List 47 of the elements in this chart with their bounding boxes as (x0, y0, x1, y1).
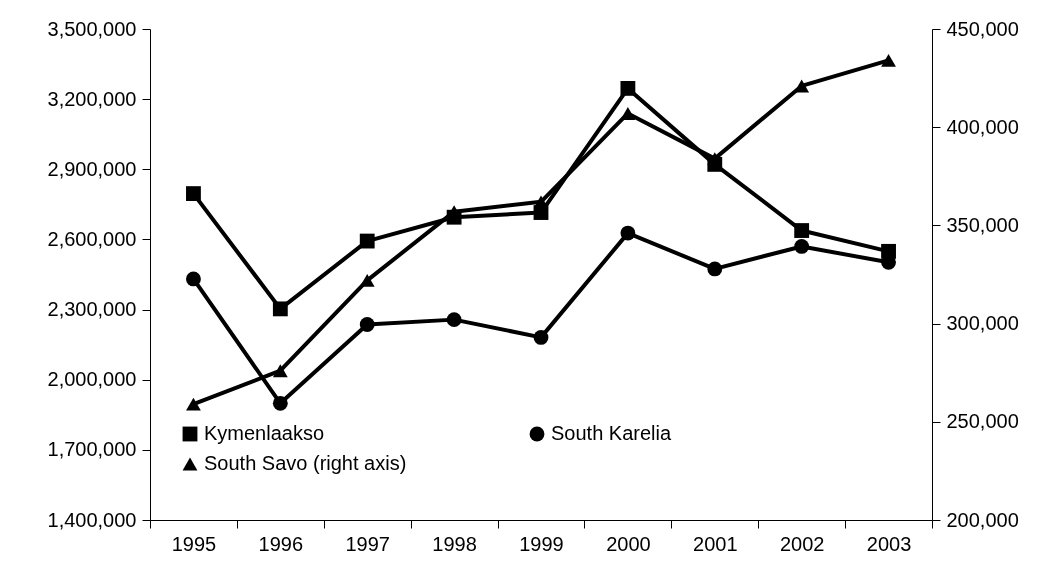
y-tick-label: 1,700,000 (47, 438, 137, 461)
legend-label: South Karelia (551, 422, 672, 444)
point (186, 271, 201, 287)
x-tick-label: 1995 (171, 532, 217, 555)
point (272, 301, 288, 317)
point (794, 223, 810, 238)
point (272, 364, 288, 378)
x-tick-label: 1996 (258, 532, 304, 555)
x-tick-label: 2001 (693, 532, 738, 555)
point (794, 239, 810, 254)
x-tick-label: 2002 (779, 532, 825, 555)
y2-tick-label: 400,000 (946, 115, 1019, 138)
x-tick-label: 2003 (866, 532, 912, 555)
x-tick-label: 1998 (432, 532, 477, 555)
y2-tick-label: 250,000 (946, 410, 1019, 433)
y-tick-label: 2,600,000 (47, 227, 137, 250)
legend-label: Kymenlaakso (204, 422, 325, 444)
point (707, 152, 723, 166)
y-tick-label: 3,200,000 (47, 87, 137, 110)
x-tick-label: 1997 (345, 532, 390, 555)
y-tick-label: 3,500,000 (47, 17, 137, 40)
point (272, 395, 288, 411)
y2-tick-label: 200,000 (946, 508, 1019, 531)
y2-tick-label: 300,000 (946, 312, 1019, 335)
y-tick-label: 2,000,000 (47, 368, 137, 391)
point (359, 273, 375, 287)
y2-tick-label: 450,000 (946, 17, 1019, 40)
point (446, 312, 462, 328)
x-tick-label: 1999 (519, 532, 564, 555)
legend-label: South Savo (right axis) (204, 452, 407, 474)
point (533, 195, 549, 209)
point (620, 107, 636, 120)
point (533, 329, 549, 345)
point (881, 54, 896, 67)
y-tick-label: 1,400,000 (47, 508, 137, 531)
point (707, 261, 723, 277)
point (359, 317, 375, 332)
point (620, 225, 636, 241)
x-tick-label: 2000 (606, 532, 651, 555)
point (186, 397, 201, 411)
point (186, 186, 201, 202)
point (620, 80, 636, 96)
point (794, 79, 810, 93)
point (359, 233, 375, 249)
y2-tick-label: 350,000 (946, 213, 1019, 236)
y-tick-label: 2,900,000 (47, 157, 137, 180)
y-tick-label: 2,300,000 (47, 298, 137, 321)
